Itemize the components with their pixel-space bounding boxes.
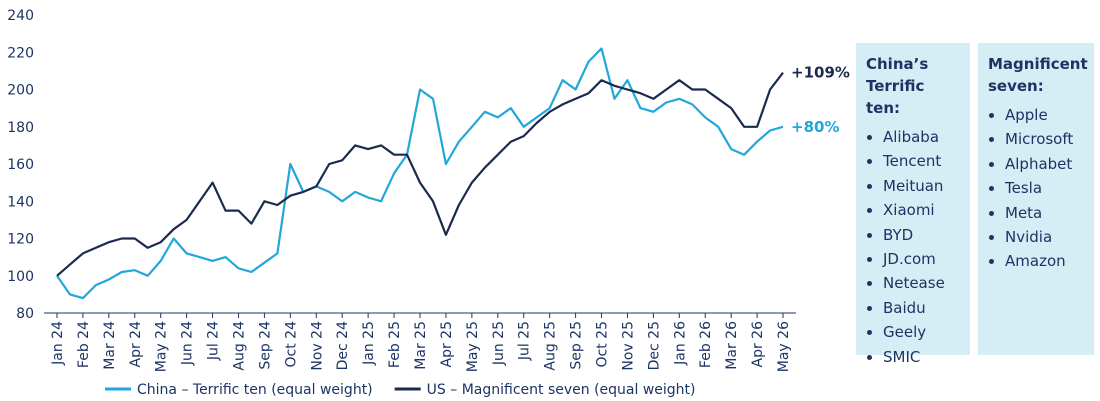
x-tick-label: Jul 24 xyxy=(206,321,222,361)
x-tick-label: Mar 26 xyxy=(724,321,740,370)
panel-item: Amazon xyxy=(1005,249,1084,273)
panel-item: JD.com xyxy=(883,247,960,271)
panel-item: Netease xyxy=(883,271,960,295)
x-tick-label: Jun 24 xyxy=(180,321,196,366)
end-label: +80% xyxy=(791,118,839,136)
x-tick-label: Apr 24 xyxy=(128,321,144,368)
panel-title: Magnificent seven: xyxy=(988,55,1088,95)
x-tick-label: Jan 24 xyxy=(50,321,66,366)
series-line xyxy=(56,47,784,300)
panel-list: AlibabaTencentMeituanXiaomiBYDJD.comNete… xyxy=(866,125,960,369)
panel-item: Apple xyxy=(1005,103,1084,127)
x-tick-label: Oct 25 xyxy=(595,321,611,367)
x-tick-label: Apr 26 xyxy=(750,321,766,368)
panel-item: SMIC xyxy=(883,345,960,369)
x-tick-label: May 26 xyxy=(776,321,792,372)
end-label: +109% xyxy=(791,64,850,82)
panel-item: Alphabet xyxy=(1005,152,1084,176)
x-tick-label: Nov 24 xyxy=(309,321,325,371)
x-tick-label: Sep 24 xyxy=(257,321,273,370)
panel-item: Alibaba xyxy=(883,125,960,149)
x-tick-label: May 25 xyxy=(465,321,481,372)
panel-item: Microsoft xyxy=(1005,127,1084,151)
y-tick-label: 120 xyxy=(7,232,34,248)
panel-item: BYD xyxy=(883,223,960,247)
x-tick-label: Jul 25 xyxy=(517,321,533,361)
chart: 80 100 120 140 160 180 200 220 240 Jan 24 Feb 24 Ma… xyxy=(7,8,850,398)
x-tick-label: Mar 25 xyxy=(413,321,429,370)
x-tick-label: Oct 24 xyxy=(283,321,299,368)
panel-item: Meituan xyxy=(883,174,960,198)
x-tick-label: Feb 24 xyxy=(76,321,92,368)
legend-label: China – Terrific ten (equal weight) xyxy=(137,382,373,398)
x-tick-label: Jun 25 xyxy=(491,321,507,366)
x-tick-label: Apr 25 xyxy=(439,321,455,367)
company-panel: Magnificent seven: AppleMicrosoftAlphabet… xyxy=(978,43,1094,355)
panel-item: Xiaomi xyxy=(883,198,960,222)
x-tick-label: Jan 26 xyxy=(672,321,688,366)
x-tick-label: Feb 25 xyxy=(387,321,403,368)
y-tick-label: 240 xyxy=(7,8,34,24)
panel-list: AppleMicrosoftAlphabetTeslaMetaNvidiaAma… xyxy=(988,103,1084,274)
series-line xyxy=(56,72,784,277)
y-tick-label: 180 xyxy=(7,120,34,136)
y-tick-label: 160 xyxy=(7,157,34,173)
x-tick-label: Jan 25 xyxy=(361,321,377,366)
panel-item: Tencent xyxy=(883,149,960,173)
x-tick-label: Mar 24 xyxy=(102,321,118,370)
panel-item: Tesla xyxy=(1005,176,1084,200)
y-tick-label: 100 xyxy=(7,269,34,285)
x-tick-label: May 24 xyxy=(154,321,170,372)
y-tick-label: 220 xyxy=(7,45,34,61)
x-tick-label: Aug 25 xyxy=(543,321,559,371)
panel-item: Geely xyxy=(883,320,960,344)
panel-item: Meta xyxy=(1005,201,1084,225)
y-tick-label: 80 xyxy=(16,306,34,322)
x-tick-label: Sep 25 xyxy=(569,321,585,370)
company-panel: China’s Terrific ten: AlibabaTencentMeitu… xyxy=(856,43,970,366)
x-tick-label: Aug 24 xyxy=(231,321,247,371)
x-tick-label: Feb 26 xyxy=(698,321,714,368)
panel-item: Baidu xyxy=(883,296,960,320)
x-tick-label: Nov 25 xyxy=(620,321,636,371)
y-tick-label: 200 xyxy=(7,83,34,99)
panel-item: Nvidia xyxy=(1005,225,1084,249)
x-tick-label: Dec 24 xyxy=(335,321,351,370)
legend-label: US – Magnificent seven (equal weight) xyxy=(427,382,696,398)
y-tick-label: 140 xyxy=(7,194,34,210)
panel-title: China’s Terrific ten: xyxy=(866,55,929,117)
x-tick-label: Dec 25 xyxy=(646,321,662,370)
